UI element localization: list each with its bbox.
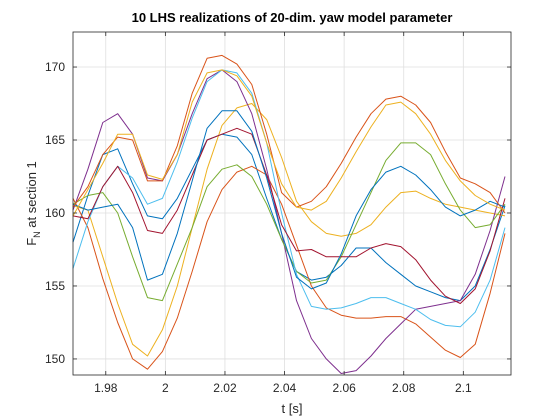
series-line-2	[72, 165, 506, 370]
series-line-7	[72, 127, 506, 304]
x-tick-label: 2.08	[392, 381, 416, 395]
series-line-8	[72, 110, 506, 290]
axes-box	[72, 31, 512, 376]
gridlines	[73, 32, 511, 375]
y-axis-label-rest: at section 1	[24, 161, 39, 231]
y-tick-label: 150	[45, 352, 65, 366]
y-tick-label: 165	[45, 133, 65, 147]
x-tick-label: 1.98	[94, 381, 118, 395]
series-line-9	[72, 54, 506, 214]
y-axis-label-main: F	[24, 238, 39, 246]
x-tick-label: 2.02	[213, 381, 237, 395]
series-line-6	[72, 69, 506, 328]
x-tick-label: 2.06	[332, 381, 356, 395]
x-tick-label: 2.04	[273, 381, 297, 395]
y-tick-label: 155	[45, 279, 65, 293]
series-lines	[72, 54, 506, 374]
plot-area	[73, 32, 511, 375]
x-tick-label: 2.1	[455, 381, 472, 395]
series-line-10	[72, 69, 506, 217]
series-line-4	[72, 69, 506, 374]
x-tick-label: 2	[162, 381, 169, 395]
x-axis-label: t [s]	[282, 401, 303, 416]
chart-title: 10 LHS realizations of 20-dim. yaw model…	[132, 10, 453, 25]
y-axis-label-subscript: N	[32, 231, 42, 238]
y-tick-label: 170	[45, 60, 65, 74]
y-axis-label: FN at section 1	[24, 161, 42, 246]
axis-ticks: 1.98 2 2.02 2.04 2.06 2.08 2.1 150 155 160 165 170	[45, 32, 511, 395]
y-tick-label: 160	[45, 206, 65, 220]
series-line-3	[72, 103, 506, 357]
